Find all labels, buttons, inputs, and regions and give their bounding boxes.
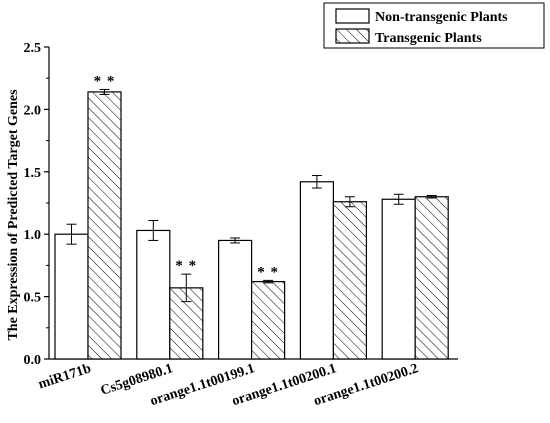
- category-label: miR171b: [37, 361, 94, 392]
- legend-swatch-non-transgenic: [335, 8, 370, 24]
- legend-swatch-transgenic: [335, 28, 370, 44]
- y-tick-label: 1.5: [24, 166, 42, 181]
- error-bars: [66, 88, 437, 303]
- bar-transgenic: [251, 281, 286, 360]
- bar-transgenic: [332, 201, 367, 360]
- legend-label-non-transgenic: Non-transgenic Plants: [375, 10, 508, 25]
- bar-transgenic: [414, 196, 449, 360]
- y-tick-label: 2.0: [24, 103, 42, 118]
- bar-non-transgenic: [54, 233, 89, 360]
- significance-marks: * * * * * *: [94, 73, 279, 280]
- y-tick-label: 2.5: [24, 41, 42, 56]
- significance-label: * *: [257, 264, 279, 280]
- y-tick-label: 0.5: [24, 291, 42, 306]
- bar-non-transgenic: [299, 181, 334, 360]
- bar-non-transgenic: [218, 239, 253, 360]
- bar-transgenic: [87, 91, 122, 360]
- significance-label: * *: [94, 73, 116, 89]
- category-labels: miR171b Cs5g08980.1orange1.1t00199.1orang…: [37, 361, 421, 409]
- y-ticks: 0.0 0.5 1.0 1.5 2.0 2.5: [24, 41, 49, 368]
- bar-non-transgenic: [136, 229, 171, 360]
- bar-transgenic: [169, 287, 204, 360]
- significance-label: * *: [175, 258, 197, 274]
- bars: [54, 91, 449, 360]
- legend: Non-transgenic Plants Transgenic Plants: [323, 2, 545, 49]
- y-axis-label-group: The Expression of Predicted Target Genes: [6, 89, 21, 341]
- legend-label-transgenic: Transgenic Plants: [375, 31, 482, 46]
- y-tick-label: 0.0: [24, 353, 42, 368]
- y-axis-label: The Expression of Predicted Target Genes: [6, 89, 21, 341]
- y-tick-label: 1.0: [24, 228, 42, 243]
- bar-non-transgenic: [381, 198, 416, 360]
